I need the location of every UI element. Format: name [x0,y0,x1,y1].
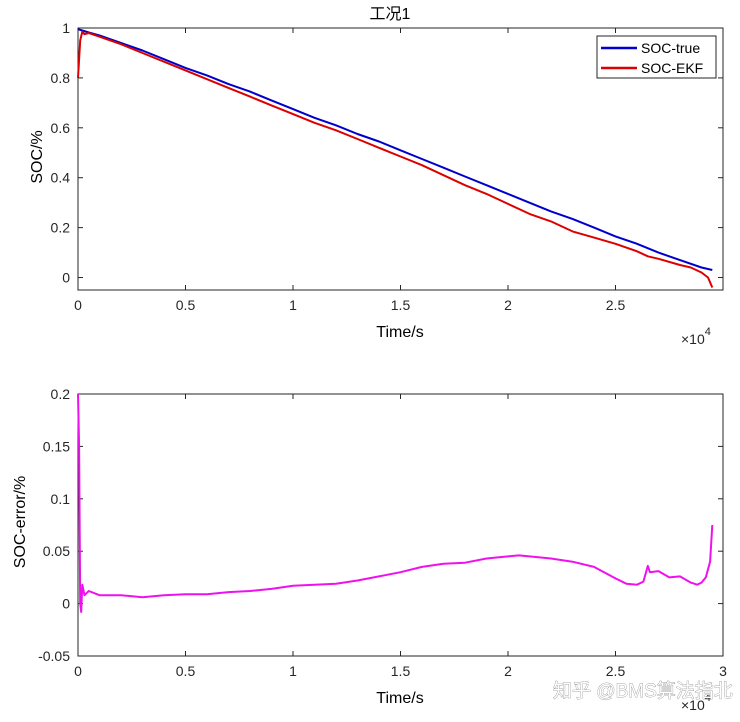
soc-error-plot-x-tick-label: 1 [289,663,297,679]
soc-plot-x-tick-label: 0.5 [176,297,196,313]
soc-error-plot-x-tick-label: 2 [504,663,512,679]
soc-error-plot-frame [77,393,724,657]
series-line-soc-ekf [77,30,714,288]
soc-plot-y-label: SOC/% [29,130,46,183]
soc-plot-lines [77,28,714,288]
soc-error-plot-y-tick-label: 0.15 [43,438,70,454]
soc-plot-y-tick-label: 0.6 [51,120,71,136]
soc-plot: 0 0.5 1 1.5 2 2.5 0 0.2 0.4 0.6 0.8 1 工况1 Time/s S… [29,6,724,347]
watermark-text: 知乎 @BMS算法指北 [553,680,733,702]
soc-plot-x-ticks: 0 0.5 1 1.5 2 2.5 [74,28,625,313]
soc-plot-y-tick-label: 0.8 [51,70,71,86]
soc-plot-x-tick-label: 1.5 [391,297,411,313]
legend-label-soc-ekf: SOC-EKF [641,60,703,76]
soc-error-plot-x-tick-label: 0.5 [176,663,196,679]
soc-error-plot-x-tick-label: 3 [719,663,727,679]
soc-plot-legend: SOC-true SOC-EKF [596,35,717,79]
soc-plot-y-tick-label: 0 [62,270,70,286]
soc-plot-x-tick-label: 2 [504,297,512,313]
soc-error-plot-y-label: SOC-error/% [12,476,29,568]
soc-plot-x-tick-label: 1 [289,297,297,313]
soc-plot-x-label: Time/s [376,324,423,341]
soc-plot-x-tick-label: 2.5 [606,297,626,313]
soc-error-plot-x-tick-label: 2.5 [606,663,626,679]
soc-plot-y-tick-label: 1 [62,20,70,36]
soc-error-plot-x-tick-label: 1.5 [391,663,411,679]
soc-error-plot-y-tick-label: -0.05 [38,648,70,664]
soc-plot-x-tick-label: 0 [74,297,82,313]
series-line-soc-true [77,28,713,271]
soc-error-plot-x-tick-label: 0 [74,663,82,679]
soc-error-plot-y-tick-label: 0 [62,596,70,612]
soc-error-plot-x-label: Time/s [376,690,423,707]
soc-error-plot-y-tick-label: 0.2 [51,386,71,402]
soc-plot-y-ticks: 0 0.2 0.4 0.6 0.8 1 [51,20,723,286]
soc-error-plot-y-tick-label: 0.1 [51,491,71,507]
soc-error-plot-lines [77,393,714,613]
soc-plot-y-tick-label: 0.2 [51,220,71,236]
series-line-soc-error [77,393,714,613]
soc-error-plot-x-ticks: 0 0.5 1 1.5 2 2.5 3 [74,394,727,679]
soc-plot-title: 工况1 [370,6,411,23]
legend-box [596,35,717,79]
soc-plot-y-tick-label: 0.4 [51,170,71,186]
legend-label-soc-true: SOC-true [641,40,700,56]
soc-error-plot-x-multiplier: ×104 [681,692,711,713]
soc-plot-x-multiplier: ×104 [681,326,711,347]
soc-error-plot-y-tick-label: 0.05 [43,543,70,559]
